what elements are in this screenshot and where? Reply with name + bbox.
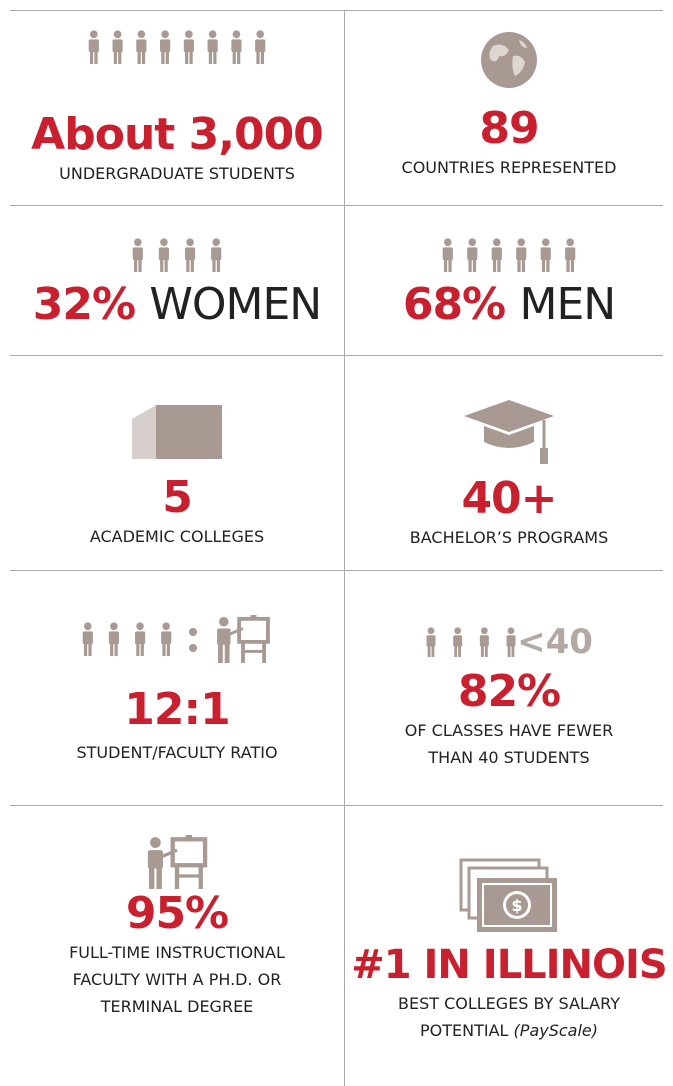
icon-text: <40 [517, 622, 593, 662]
stat-cell: 32% WOMEN [10, 238, 344, 330]
money-icon: $ [459, 858, 557, 932]
stat-cell: 95% FULL-TIME INSTRUCTIONAL FACULTY WITH… [10, 835, 344, 1020]
person [136, 30, 147, 64]
person [540, 238, 551, 272]
people-icon [442, 238, 576, 272]
person [467, 238, 478, 272]
person [231, 30, 242, 64]
stat-caption: FULL-TIME INSTRUCTIONAL [69, 943, 285, 962]
person [183, 30, 194, 64]
person [108, 622, 120, 656]
person [442, 238, 453, 272]
person [211, 238, 222, 272]
stat-caption: BACHELOR’S PROGRAMS [409, 528, 609, 547]
caption-note: (PayScale) [513, 1021, 598, 1040]
stat-cell: <40 82% OF CLASSES HAVE FEWER THAN 40 ST… [345, 622, 673, 771]
stat-caption: THAN 40 STUDENTS [428, 748, 590, 767]
person [426, 627, 436, 657]
stat-value: 89 [479, 103, 539, 154]
person [491, 238, 502, 272]
stat-caption: ACADEMIC COLLEGES [89, 527, 265, 546]
caption-text: POTENTIAL [420, 1021, 509, 1040]
person [516, 238, 527, 272]
person [255, 30, 266, 64]
people-icon [88, 30, 266, 64]
stat-value: 68% MEN [402, 279, 616, 330]
stat-cell: 68% MEN [345, 238, 673, 330]
person [88, 30, 99, 64]
person [184, 238, 196, 272]
divider [344, 10, 345, 1086]
person [453, 627, 463, 657]
stat-value: 5 [162, 472, 193, 523]
person [112, 30, 123, 64]
person [134, 622, 146, 656]
people-icon [132, 238, 222, 272]
divider [10, 570, 663, 571]
stat-label: MEN [519, 279, 616, 330]
person [207, 30, 218, 64]
person [82, 622, 93, 656]
stat-caption: OF CLASSES HAVE FEWER [404, 721, 614, 740]
person [132, 238, 143, 272]
teacher-icon [213, 615, 273, 663]
person [160, 30, 171, 64]
stat-number: 32% [32, 279, 136, 330]
stat-caption: TERMINAL DEGREE [100, 997, 254, 1016]
person [506, 627, 516, 657]
building-icon [132, 405, 222, 459]
stat-value: 32% WOMEN [32, 279, 322, 330]
stat-cell: 40+ BACHELOR’S PROGRAMS [345, 400, 673, 551]
svg-text:$: $ [511, 896, 522, 915]
person [158, 238, 170, 272]
ratio-icon [81, 615, 273, 663]
person [161, 622, 172, 656]
divider [10, 10, 663, 11]
stat-value: 40+ [461, 473, 557, 524]
stat-caption: COUNTRIES REPRESENTED [401, 158, 617, 177]
stat-caption: FACULTY WITH A PH.D. OR [72, 970, 282, 989]
stat-caption: STUDENT/FACULTY RATIO [76, 743, 278, 762]
stat-cell: 12:1 STUDENT/FACULTY RATIO [10, 615, 344, 766]
stat-cell: $ #1 IN ILLINOIS BEST COLLEGES BY SALARY… [345, 858, 673, 1044]
stat-caption: BEST COLLEGES BY SALARY [397, 994, 620, 1013]
stat-caption: UNDERGRADUATE STUDENTS [59, 164, 295, 183]
teacher-icon [144, 835, 210, 889]
stat-label: WOMEN [149, 279, 322, 330]
divider [10, 355, 663, 356]
people-icon [82, 622, 172, 656]
stat-caption: POTENTIAL (PayScale) [420, 1017, 598, 1044]
divider [10, 805, 663, 806]
divider [10, 205, 663, 206]
person [565, 238, 576, 272]
people-icon [426, 627, 516, 657]
stat-cell: 5 ACADEMIC COLLEGES [10, 405, 344, 550]
stat-cell: About 3,000 UNDERGRADUATE STUDENTS [10, 30, 344, 187]
stat-value: 12:1 [124, 684, 230, 735]
stat-number: 68% [402, 279, 506, 330]
class-size-icon: <40 [425, 622, 593, 662]
stat-value: 82% [457, 666, 561, 717]
stat-value: 95% [125, 888, 229, 939]
stat-value: About 3,000 [31, 109, 324, 160]
person [479, 627, 489, 657]
cap-icon [464, 400, 554, 464]
globe-icon [481, 32, 537, 88]
colon-icon [189, 628, 197, 652]
stat-cell: 89 COUNTRIES REPRESENTED [345, 30, 673, 181]
stat-value: #1 IN ILLINOIS [351, 942, 667, 988]
